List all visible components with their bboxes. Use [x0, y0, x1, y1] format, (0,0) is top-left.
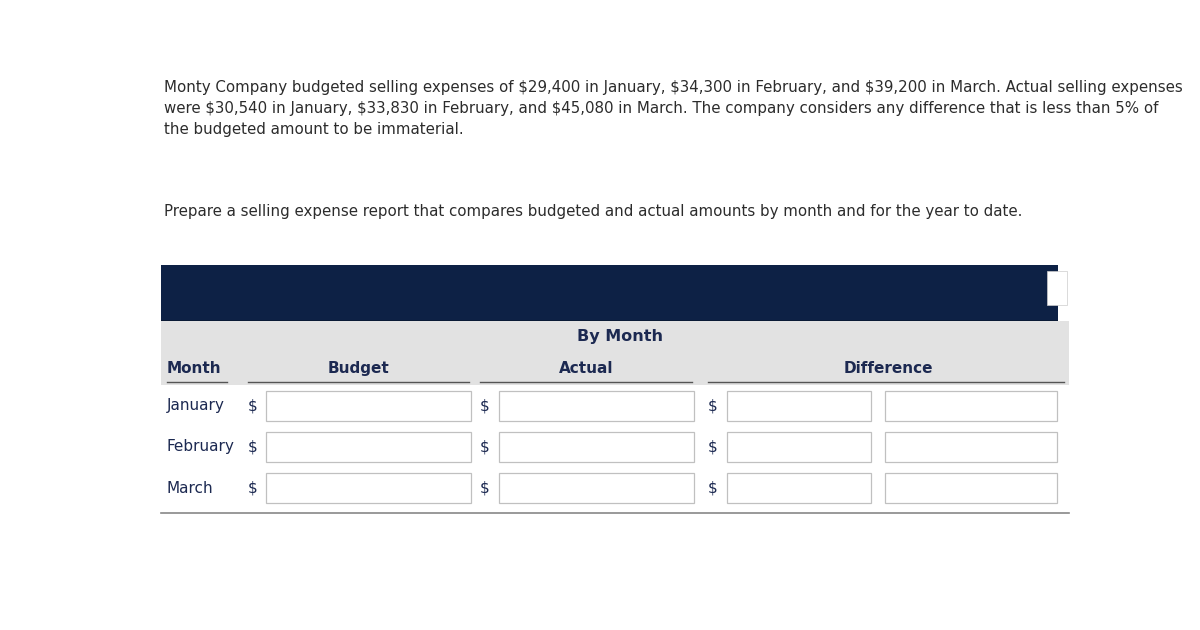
- Text: By Month: By Month: [577, 329, 662, 344]
- Text: February: February: [167, 440, 235, 454]
- Text: $: $: [480, 481, 490, 496]
- FancyBboxPatch shape: [499, 432, 694, 462]
- FancyBboxPatch shape: [499, 391, 694, 420]
- FancyBboxPatch shape: [266, 432, 470, 462]
- Text: January: January: [167, 398, 224, 413]
- FancyBboxPatch shape: [266, 473, 470, 503]
- Text: Budget: Budget: [328, 361, 389, 376]
- FancyBboxPatch shape: [727, 391, 871, 420]
- Text: $: $: [708, 481, 718, 496]
- Text: $: $: [480, 398, 490, 413]
- Text: Prepare a selling expense report that compares budgeted and actual amounts by mo: Prepare a selling expense report that co…: [164, 204, 1022, 219]
- Text: Actual: Actual: [559, 361, 613, 376]
- FancyBboxPatch shape: [266, 391, 470, 420]
- FancyBboxPatch shape: [884, 391, 1057, 420]
- FancyBboxPatch shape: [727, 432, 871, 462]
- FancyBboxPatch shape: [161, 427, 1069, 467]
- Text: Month: Month: [167, 361, 221, 376]
- FancyBboxPatch shape: [161, 321, 1069, 352]
- FancyBboxPatch shape: [727, 473, 871, 503]
- FancyBboxPatch shape: [499, 473, 694, 503]
- FancyBboxPatch shape: [884, 432, 1057, 462]
- FancyBboxPatch shape: [161, 265, 1057, 321]
- Text: $: $: [708, 398, 718, 413]
- FancyBboxPatch shape: [1048, 272, 1067, 305]
- Text: $: $: [708, 440, 718, 454]
- FancyBboxPatch shape: [884, 473, 1057, 503]
- FancyBboxPatch shape: [161, 385, 1069, 427]
- Text: $: $: [247, 440, 257, 454]
- Text: $: $: [247, 481, 257, 496]
- Text: $: $: [480, 440, 490, 454]
- Text: $: $: [247, 398, 257, 413]
- Text: Monty Company budgeted selling expenses of $29,400 in January, $34,300 in Februa: Monty Company budgeted selling expenses …: [164, 81, 1183, 137]
- Text: Difference: Difference: [844, 361, 934, 376]
- FancyBboxPatch shape: [161, 320, 1057, 323]
- FancyBboxPatch shape: [161, 352, 1069, 385]
- FancyBboxPatch shape: [161, 467, 1069, 509]
- Text: March: March: [167, 481, 214, 496]
